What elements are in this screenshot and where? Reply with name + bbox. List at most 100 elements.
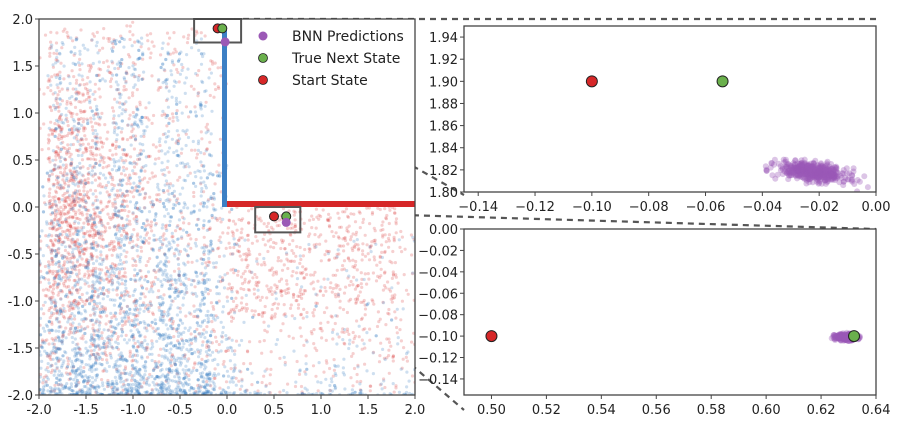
cloud-point xyxy=(243,269,247,273)
cloud-point xyxy=(173,362,177,366)
cloud-point xyxy=(128,173,132,177)
cloud-point xyxy=(63,309,67,313)
cloud-point xyxy=(57,154,61,158)
cloud-point xyxy=(93,310,97,314)
cloud-point xyxy=(47,269,52,273)
cloud-point xyxy=(57,124,61,128)
cloud-point xyxy=(88,296,92,300)
cloud-point xyxy=(127,210,131,214)
cloud-point xyxy=(51,182,55,186)
cloud-point xyxy=(142,206,146,210)
cloud-point xyxy=(120,127,124,131)
cloud-point xyxy=(209,71,213,75)
cloud-point xyxy=(92,294,96,298)
cloud-point xyxy=(122,294,126,298)
cloud-point xyxy=(312,314,316,318)
cloud-point xyxy=(114,367,119,371)
cloud-point xyxy=(102,328,106,332)
cloud-point xyxy=(92,113,96,118)
cloud-point xyxy=(202,376,206,380)
cloud-point xyxy=(66,359,70,363)
cloud-point xyxy=(231,307,235,311)
cloud-point xyxy=(130,355,135,359)
cloud-point xyxy=(247,288,252,292)
cloud-point xyxy=(121,137,125,141)
cloud-point xyxy=(161,41,165,45)
cloud-point xyxy=(145,33,149,37)
cloud-point xyxy=(169,342,173,346)
cloud-point xyxy=(201,379,205,384)
cloud-point xyxy=(257,312,261,317)
cloud-point xyxy=(190,27,194,31)
cloud-point xyxy=(111,387,115,391)
cloud-point xyxy=(83,316,87,320)
cloud-point xyxy=(162,318,166,322)
cloud-point xyxy=(136,244,140,249)
cloud-point xyxy=(75,112,79,116)
cloud-point xyxy=(52,211,56,215)
cloud-point xyxy=(91,286,95,290)
cloud-point xyxy=(171,379,175,383)
cloud-point xyxy=(232,237,236,241)
cloud-point xyxy=(212,207,216,211)
cloud-point xyxy=(128,354,132,358)
cloud-point xyxy=(92,218,96,222)
cloud-point xyxy=(77,100,81,104)
cloud-point xyxy=(362,342,366,346)
cloud-point xyxy=(159,375,163,379)
cloud-point xyxy=(135,217,139,222)
cloud-point xyxy=(51,149,56,153)
cloud-point xyxy=(93,233,97,237)
cloud-point xyxy=(58,217,62,221)
cloud-point xyxy=(199,257,203,261)
cloud-point xyxy=(145,355,150,359)
cloud-point xyxy=(42,194,46,198)
cloud-point xyxy=(110,385,114,390)
cloud-point xyxy=(84,391,88,395)
cloud-point xyxy=(89,364,93,368)
cloud-point xyxy=(85,147,89,151)
cloud-point xyxy=(400,366,404,370)
cloud-point xyxy=(345,229,349,233)
cloud-point xyxy=(94,362,98,366)
cloud-point xyxy=(125,189,129,193)
cloud-point xyxy=(54,118,59,122)
cloud-point xyxy=(207,278,211,282)
cloud-point xyxy=(94,354,98,358)
cloud-point xyxy=(60,127,64,131)
cloud-point xyxy=(72,191,76,195)
cloud-point xyxy=(56,234,60,238)
cloud-point xyxy=(132,244,136,248)
cloud-point xyxy=(305,367,309,371)
cloud-point xyxy=(197,69,201,73)
cloud-point xyxy=(142,129,146,133)
cloud-point xyxy=(150,205,155,209)
cloud-point xyxy=(59,130,63,134)
cloud-point xyxy=(81,375,85,379)
cloud-point xyxy=(51,225,55,229)
cloud-point xyxy=(381,228,385,232)
cloud-point xyxy=(187,311,191,315)
cloud-point xyxy=(273,315,277,319)
cloud-point xyxy=(120,293,124,297)
cloud-point xyxy=(89,296,94,300)
cloud-point xyxy=(164,259,168,263)
cloud-point xyxy=(202,390,206,395)
cloud-point xyxy=(107,339,111,343)
cloud-point xyxy=(110,316,114,320)
connector-bot-upper xyxy=(302,210,877,231)
cloud-point xyxy=(303,247,307,252)
cloud-point xyxy=(99,218,103,222)
cloud-point xyxy=(88,229,92,233)
cloud-point xyxy=(396,336,400,340)
cloud-point xyxy=(193,362,197,366)
cloud-point xyxy=(59,383,64,387)
cloud-point xyxy=(194,29,199,33)
cloud-point xyxy=(330,290,334,294)
cloud-point xyxy=(163,263,167,268)
cloud-point xyxy=(119,306,123,310)
cloud-point xyxy=(104,271,108,275)
cloud-point xyxy=(135,221,139,226)
cloud-point xyxy=(173,343,178,347)
cloud-point xyxy=(57,261,61,266)
